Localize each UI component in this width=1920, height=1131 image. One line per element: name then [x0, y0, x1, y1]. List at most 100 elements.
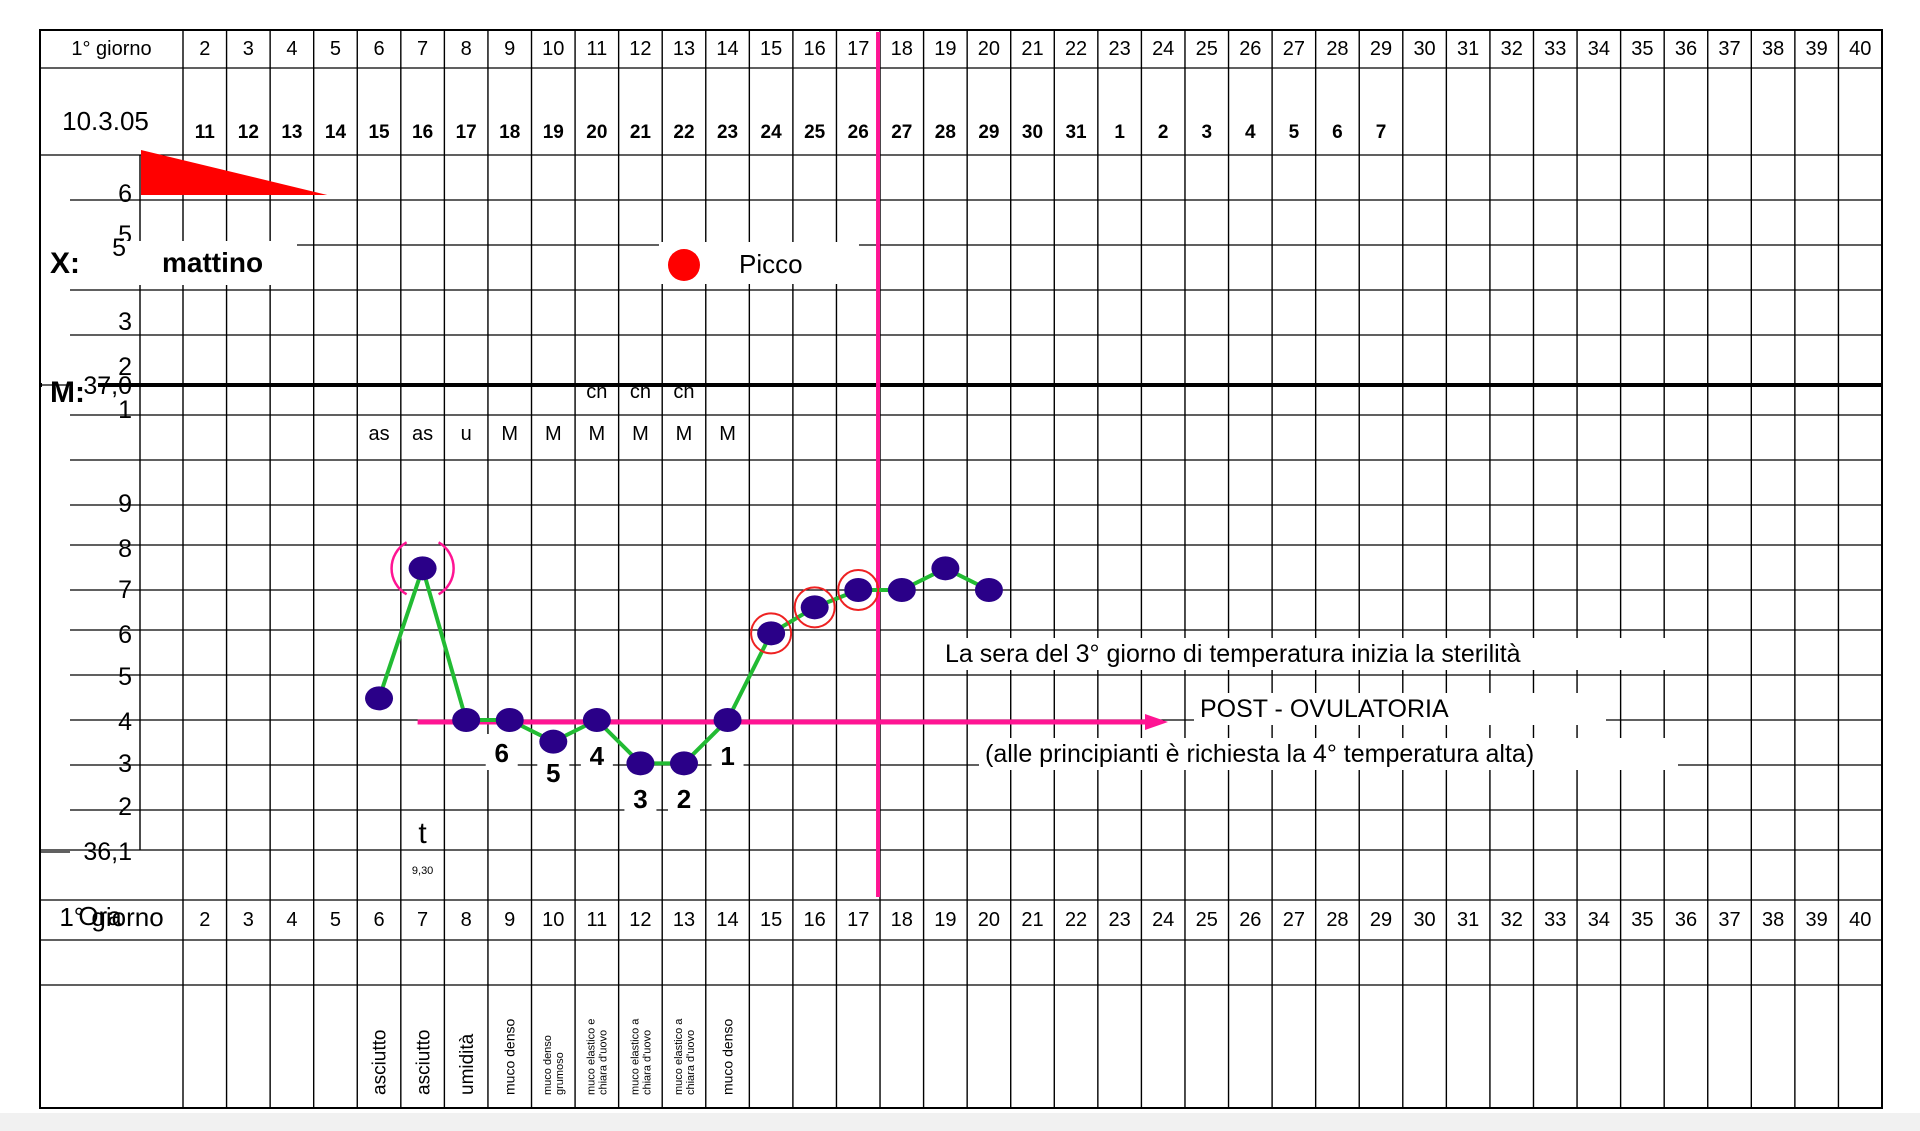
cycle-day-label-bottom: 13 — [673, 909, 695, 931]
day-of-month-label: 28 — [935, 122, 956, 143]
cycle-day-label-bottom: 7 — [417, 909, 428, 931]
cycle-day-label: 34 — [1588, 38, 1610, 60]
peak-label: Picco — [739, 249, 803, 279]
day-of-month-label: 31 — [1065, 122, 1087, 143]
cycle-day-label-bottom: 23 — [1109, 909, 1131, 931]
cycle-day-label: 11 — [586, 38, 607, 60]
cycle-day-label: 12 — [629, 38, 651, 60]
temperature-point — [582, 708, 611, 732]
highlight-circle — [837, 569, 880, 611]
day-of-month-label: 1 — [1114, 122, 1125, 143]
cycle-day-label: 16 — [804, 38, 826, 60]
cycle-day-label-bottom: 1° giorno — [59, 902, 163, 932]
low-count-box — [485, 734, 518, 770]
cycle-day-label-bottom: 6 — [373, 909, 384, 931]
day-of-month-label: 16 — [412, 122, 433, 143]
observation-label: muco elastico a — [673, 1018, 685, 1095]
cycle-day-label: 31 — [1457, 38, 1479, 60]
mucus-code: u — [461, 423, 472, 445]
cycle-day-label: 6 — [373, 38, 384, 60]
annotation-box — [979, 738, 1678, 770]
cycle-day-label-bottom: 34 — [1588, 909, 1610, 931]
cycle-day-label-bottom: 33 — [1544, 909, 1566, 931]
temperature-axis-label: 3 — [118, 750, 132, 778]
x-note: mattino — [162, 247, 263, 278]
cycle-day-label-bottom: 22 — [1065, 909, 1087, 931]
x-label: X: — [50, 247, 80, 280]
temperature-axis-label: 6 — [118, 621, 132, 649]
annotation-line: La sera del 3° giorno di temperatura ini… — [945, 640, 1521, 668]
cycle-day-label: 37 — [1718, 38, 1740, 60]
cycle-day-label-bottom: 10 — [542, 909, 564, 931]
low-count-box — [711, 737, 744, 773]
annotation-box — [939, 638, 1694, 670]
ch-label: ch — [673, 381, 694, 403]
cycle-day-label: 28 — [1326, 38, 1348, 60]
cycle-day-label-bottom: 37 — [1718, 909, 1740, 931]
cycle-day-label-bottom: 15 — [760, 909, 782, 931]
cycle-day-label: 22 — [1065, 38, 1087, 60]
cycle-day-label-bottom: 19 — [934, 909, 956, 931]
cycle-day-label-bottom: 4 — [286, 909, 297, 931]
cycle-day-label: 30 — [1413, 38, 1435, 60]
mucus-scale-label: 6 — [118, 180, 132, 208]
day-of-month-label: 4 — [1245, 122, 1256, 143]
cycle-day-label: 27 — [1283, 38, 1305, 60]
cycle-day-label: 21 — [1021, 38, 1043, 60]
low-count-box — [624, 780, 657, 816]
low-count-box — [667, 780, 700, 816]
cycle-day-label-bottom: 17 — [847, 909, 869, 931]
cycle-day-label-bottom: 35 — [1631, 909, 1653, 931]
mucus-scale-label: 3 — [118, 308, 132, 336]
temperature-axis-label: 2 — [118, 793, 132, 821]
highlight-circle — [793, 586, 836, 629]
day-of-month-label: 30 — [1022, 122, 1043, 143]
cycle-day-label: 36 — [1675, 38, 1697, 60]
low-count-label: 6 — [494, 738, 508, 768]
cycle-day-label-bottom: 31 — [1457, 909, 1479, 931]
bottom-strip — [0, 1113, 1920, 1131]
cycle-day-label-bottom: 27 — [1283, 909, 1305, 931]
cycle-day-label: 9 — [504, 38, 515, 60]
cycle-day-label-bottom: 9 — [504, 909, 515, 931]
m-label-box — [42, 372, 98, 412]
cycle-day-label-bottom: 18 — [891, 909, 913, 931]
low-count-label: 2 — [677, 784, 691, 814]
day-of-month-label: 3 — [1201, 122, 1212, 143]
cycle-day-label: 18 — [891, 38, 913, 60]
mucus-scale-label: 5 — [112, 234, 126, 262]
x-note-box — [42, 241, 297, 285]
mucus-code: as — [368, 423, 389, 445]
cycle-day-label-bottom: 16 — [804, 909, 826, 931]
day-of-month-label: 19 — [543, 122, 564, 143]
temperature-point — [757, 621, 786, 646]
coverline-arrowhead — [1145, 714, 1168, 730]
mucus-code: M — [501, 423, 518, 445]
temperature-point — [669, 751, 698, 776]
cycle-day-label-bottom: 11 — [586, 909, 607, 931]
observation-label: chiara d'uovo — [685, 1030, 697, 1095]
temperature-point — [931, 556, 960, 581]
cycle-day-label: 33 — [1544, 38, 1566, 60]
observation-label: muco denso — [542, 1035, 554, 1095]
time-label: t — [418, 817, 427, 850]
temperature-axis-label: 7 — [118, 576, 132, 604]
day-of-month-label: 17 — [456, 122, 477, 143]
cycle-day-label-bottom: 2 — [199, 909, 210, 931]
start-date: 10.3.05 — [62, 106, 149, 136]
observation-label: asciutto — [413, 1030, 434, 1095]
temperature-point — [887, 578, 916, 602]
cycle-day-label-bottom: 20 — [978, 909, 1000, 931]
observation-label: umidità — [457, 1033, 478, 1095]
day-of-month-label: 2 — [1158, 122, 1169, 143]
observation-label: muco denso — [502, 1019, 518, 1095]
temperature-axis-label: 37,0 — [83, 372, 132, 400]
cycle-day-label: 39 — [1806, 38, 1828, 60]
cycle-day-label: 8 — [461, 38, 472, 60]
outlier-bracket-right — [437, 541, 455, 596]
day-of-month-label: 18 — [499, 122, 520, 143]
cycle-day-label-bottom: 30 — [1413, 909, 1435, 931]
low-count-label: 1 — [720, 741, 734, 771]
mucus-scale-label: 1 — [118, 396, 132, 424]
